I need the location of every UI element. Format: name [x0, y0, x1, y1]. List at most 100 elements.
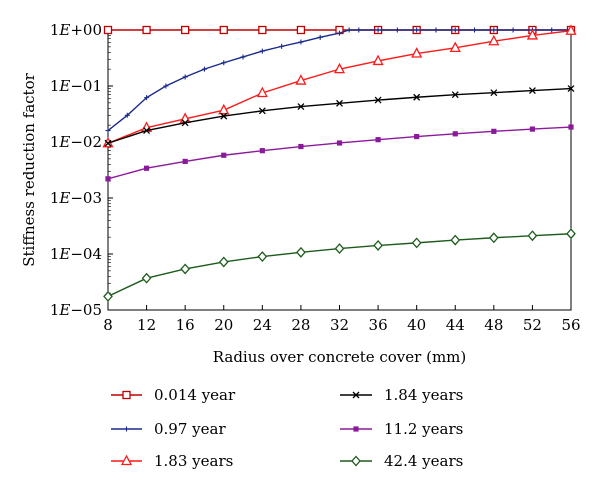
x-tick-label: 12 — [137, 316, 156, 334]
series-line — [107, 87, 572, 144]
data-point — [452, 131, 458, 137]
y-tick-mantissa: 1 — [50, 77, 60, 95]
series-line — [107, 126, 572, 180]
data-point — [279, 43, 285, 49]
series-layer — [102, 24, 577, 302]
data-point — [527, 230, 538, 242]
data-point — [356, 27, 362, 33]
data-point — [373, 239, 383, 251]
y-tick-mantissa: 1 — [50, 245, 60, 263]
y-tick-mantissa: 1 — [50, 21, 60, 39]
data-point — [143, 127, 151, 135]
y-tick-exponent: −04 — [70, 245, 102, 263]
data-point — [337, 30, 342, 36]
y-tick-e: E — [58, 21, 70, 39]
legend-swatch-marker — [351, 455, 361, 467]
series-5 — [103, 228, 576, 302]
series-3 — [104, 85, 575, 147]
y-tick-e: E — [58, 189, 70, 207]
data-point — [218, 256, 229, 268]
data-point — [565, 24, 577, 35]
series-line — [107, 29, 571, 132]
data-point — [181, 119, 189, 127]
data-point — [182, 74, 188, 80]
data-point — [257, 251, 268, 263]
data-point — [334, 243, 345, 255]
data-point — [566, 228, 576, 240]
data-point — [256, 86, 268, 98]
data-point — [105, 128, 111, 134]
data-point — [413, 93, 421, 101]
x-tick-label: 44 — [446, 316, 465, 334]
data-point — [103, 25, 113, 35]
data-point — [472, 27, 478, 33]
data-point — [296, 246, 306, 258]
data-point — [218, 103, 230, 115]
data-point — [568, 124, 574, 130]
x-tick-label: 28 — [291, 316, 310, 334]
data-point — [221, 152, 227, 158]
y-tick-e: E — [58, 133, 70, 151]
data-point — [103, 290, 113, 302]
data-point — [258, 25, 267, 35]
data-point — [141, 272, 152, 284]
x-tick-label: 20 — [214, 316, 233, 334]
x-tick-label: 8 — [103, 316, 113, 334]
y-tick-e: E — [58, 77, 70, 95]
data-point — [105, 176, 111, 182]
x-tick-label: 52 — [523, 316, 542, 334]
data-point — [258, 107, 266, 115]
series-2 — [102, 24, 577, 148]
x-tick-labels: 8 12 16 20 24 28 32 36 40 44 48 52 56 — [103, 316, 580, 334]
y-tick-label: 1E−04 — [50, 245, 102, 263]
y-tick-e: E — [58, 301, 70, 319]
data-point — [180, 263, 191, 275]
y-tick-exponent: −01 — [70, 77, 102, 95]
x-tick-label: 36 — [369, 316, 388, 334]
data-point — [488, 232, 499, 244]
data-point — [182, 158, 188, 165]
data-point — [372, 54, 384, 66]
legend-label: 1.83 years — [154, 452, 233, 470]
data-point — [375, 137, 381, 143]
data-point — [142, 25, 151, 35]
y-tick-mantissa: 1 — [50, 189, 60, 207]
y-tick-exponent: −03 — [70, 189, 102, 207]
y-tick-label: 1E−03 — [50, 189, 102, 207]
legend-label: 11.2 years — [384, 420, 463, 438]
data-point — [528, 87, 536, 94]
data-point — [452, 27, 458, 33]
data-point — [336, 99, 343, 107]
data-point — [201, 66, 207, 72]
x-tick-label: 32 — [330, 316, 349, 334]
y-tick-exponent: −05 — [70, 301, 102, 319]
data-point — [394, 27, 400, 33]
y-tick-mantissa: 1 — [50, 133, 60, 151]
data-point — [104, 139, 112, 147]
data-point — [296, 25, 306, 35]
data-point — [567, 85, 575, 93]
legend-label: 1.84 years — [384, 386, 463, 404]
data-point — [298, 39, 304, 45]
x-axis-label: Radius over concrete cover (mm) — [213, 348, 467, 366]
legend-swatch-marker — [353, 426, 359, 432]
data-point — [411, 47, 423, 58]
data-point — [491, 27, 497, 33]
data-point — [143, 165, 150, 171]
y-tick-exponent: +00 — [70, 21, 102, 39]
legend-item: 0.014 year — [111, 386, 236, 404]
y-tick-label: 1E−05 — [50, 301, 102, 319]
legend: 0.014 year 0.97 year 1.83 years 1.84 years 1… — [111, 386, 463, 470]
legend-swatch-marker — [352, 391, 360, 399]
data-point — [450, 234, 461, 246]
x-tick-marks — [107, 305, 572, 310]
y-axis-label: Stiffness reduction factor — [20, 72, 38, 266]
x-tick-label: 48 — [484, 316, 503, 334]
x-tick-label: 24 — [253, 316, 272, 334]
data-point — [433, 27, 439, 33]
y-tick-e: E — [58, 245, 70, 263]
legend-item: 0.97 year — [111, 420, 226, 438]
legend-swatch-marker — [120, 454, 133, 466]
data-point — [510, 27, 516, 33]
